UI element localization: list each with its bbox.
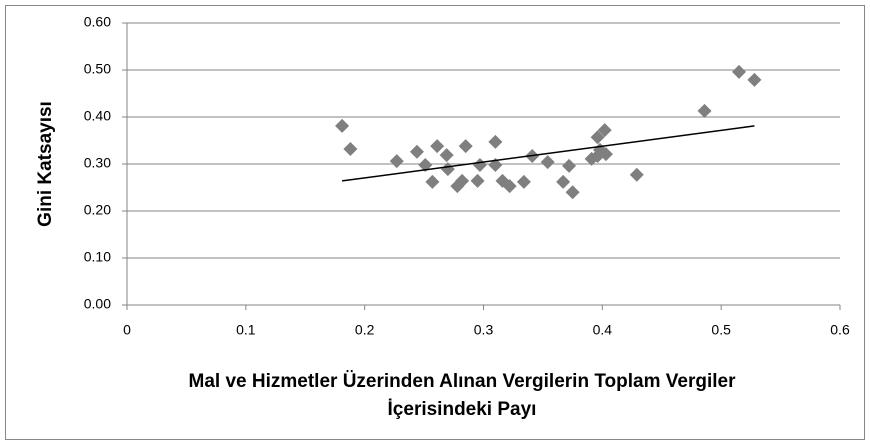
scatter-point <box>565 185 580 200</box>
y-tick-label: 0.10 <box>84 249 111 265</box>
y-tick-label: 0.60 <box>84 14 111 30</box>
x-axis-label: Mal ve Hizmetler Üzerinden Alınan Vergil… <box>188 371 736 420</box>
scatter-point <box>418 157 433 172</box>
scatter-point <box>598 147 613 162</box>
scatter-point <box>425 174 440 189</box>
scatter-point <box>516 174 531 189</box>
scatter-point <box>389 154 404 169</box>
x-tick-label: 0 <box>123 322 131 338</box>
scatter-point <box>590 130 605 145</box>
scatter-point <box>540 155 555 170</box>
trendline <box>341 125 755 182</box>
y-tick-label: 0.50 <box>84 61 111 77</box>
y-tick-label: 0.40 <box>84 108 111 124</box>
scatter-point <box>430 139 445 154</box>
y-axis-label: Gini Katsayısı <box>35 101 56 227</box>
y-tick-label: 0.20 <box>84 202 111 218</box>
scatter-point <box>409 144 424 159</box>
y-tick-label: 0.00 <box>84 296 111 312</box>
x-tick-label: 0.3 <box>474 322 494 338</box>
scatter-point <box>747 72 762 87</box>
x-tick-label: 0.4 <box>593 322 613 338</box>
scatter-point <box>455 173 470 188</box>
scatter-point <box>556 174 571 189</box>
scatter-point <box>335 118 350 133</box>
y-tick-label: 0.30 <box>84 155 111 171</box>
x-tick-label: 0.5 <box>711 322 731 338</box>
scatter-point <box>697 103 712 118</box>
scatter-point <box>458 139 473 154</box>
x-tick-label: 0.2 <box>355 322 375 338</box>
scatter-point <box>562 158 577 173</box>
scatter-point <box>488 134 503 149</box>
chart-border <box>5 5 865 440</box>
scatter-point <box>439 148 454 163</box>
scatter-point <box>597 123 612 138</box>
scatter-point <box>502 179 517 194</box>
scatter-point <box>343 141 358 156</box>
scatter-point <box>629 167 644 182</box>
scatter-point <box>731 64 746 79</box>
scatter-point <box>472 157 487 172</box>
scatter-point <box>470 173 485 188</box>
x-tick-label: 0.1 <box>236 322 256 338</box>
x-tick-label: 0.6 <box>830 322 850 338</box>
